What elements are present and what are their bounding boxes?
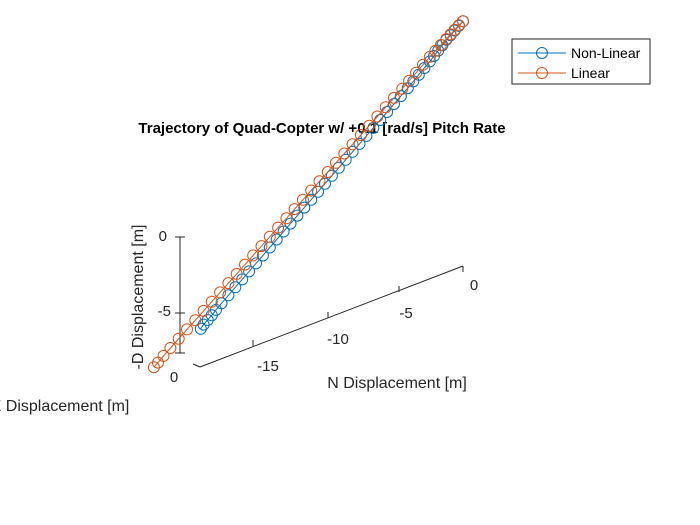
data-point-non-linear [194, 322, 207, 335]
z-axis-label: -D Displacement [m] [130, 225, 147, 370]
data-point-linear [403, 74, 416, 87]
z-tick-label: 0 [159, 228, 167, 245]
x-tick-label: -10 [327, 331, 349, 348]
chart-title: Trajectory of Quad-Copter w/ +0.1 [rad/s… [138, 120, 505, 137]
plot-area [147, 15, 469, 374]
legend-swatch-marker [536, 67, 548, 79]
data-point-non-linear [222, 289, 235, 302]
series-line-linear [153, 20, 464, 368]
data-point-linear [379, 101, 392, 114]
y-axis-label: E Displacement [m] [0, 398, 129, 415]
data-point-linear [222, 277, 235, 290]
data-point-non-linear [229, 281, 242, 294]
x-tick-label: -15 [257, 358, 279, 375]
legend-label-linear: Linear [571, 65, 610, 81]
data-point-linear [346, 138, 359, 151]
x-axis-label: N Displacement [m] [327, 375, 467, 392]
legend-label-nonlinear: Non-Linear [571, 45, 641, 61]
y-tick-label: 0 [170, 369, 178, 386]
axes-box: 0 -5 -15 -10 -5 0 0 N Displacement [m] E… [0, 225, 478, 415]
data-point-linear [330, 156, 342, 169]
data-point-linear [263, 230, 276, 243]
data-point-linear [152, 356, 164, 369]
data-point-non-linear [256, 249, 269, 262]
data-point-non-linear [243, 265, 256, 278]
z-tick-label: -5 [158, 303, 171, 320]
data-point-linear [247, 249, 260, 262]
data-point-non-linear [305, 193, 318, 206]
data-point-non-linear [298, 201, 311, 214]
data-point-linear [410, 66, 423, 79]
data-point-linear [214, 286, 227, 299]
x-tick-label: 0 [470, 277, 478, 294]
x-axis-line [199, 265, 464, 368]
data-point-linear [255, 240, 268, 253]
data-point-non-linear [325, 169, 338, 182]
data-point-linear [181, 323, 193, 336]
data-point-linear [388, 91, 400, 104]
legend-box [511, 38, 651, 85]
data-point-non-linear [319, 177, 331, 190]
data-point-linear [423, 50, 436, 63]
data-point-linear [147, 361, 160, 374]
data-point-linear [239, 258, 251, 271]
data-point-non-linear [353, 137, 366, 150]
data-point-linear [205, 295, 218, 308]
data-point-linear [313, 175, 326, 188]
data-point-linear [321, 166, 334, 178]
data-point-linear [305, 184, 318, 197]
data-point-non-linear [346, 145, 359, 158]
data-point-linear [444, 28, 457, 41]
data-point-linear [288, 203, 301, 216]
data-point-linear [354, 129, 367, 141]
data-point-linear [296, 193, 309, 206]
data-point-linear [280, 212, 293, 225]
data-point-linear [338, 147, 351, 160]
data-point-linear [371, 110, 384, 123]
data-point-linear [197, 304, 210, 317]
data-point-linear [417, 58, 429, 71]
legend-swatch-marker [536, 47, 548, 59]
data-point-linear [164, 342, 177, 354]
data-point-linear [448, 23, 461, 36]
x-tick [192, 363, 201, 368]
data-point-linear [189, 314, 202, 327]
x-tick-label: -5 [399, 305, 412, 322]
data-point-linear [230, 267, 243, 280]
data-point-linear [272, 221, 285, 234]
data-point-linear [363, 119, 376, 132]
data-point-non-linear [291, 209, 304, 222]
data-point-linear [457, 15, 469, 28]
data-point-linear [452, 19, 465, 32]
data-point-linear [396, 82, 409, 95]
legend[interactable]: Non-Linear Linear [511, 38, 651, 85]
data-point-linear [172, 332, 185, 345]
data-point-non-linear [270, 233, 283, 246]
